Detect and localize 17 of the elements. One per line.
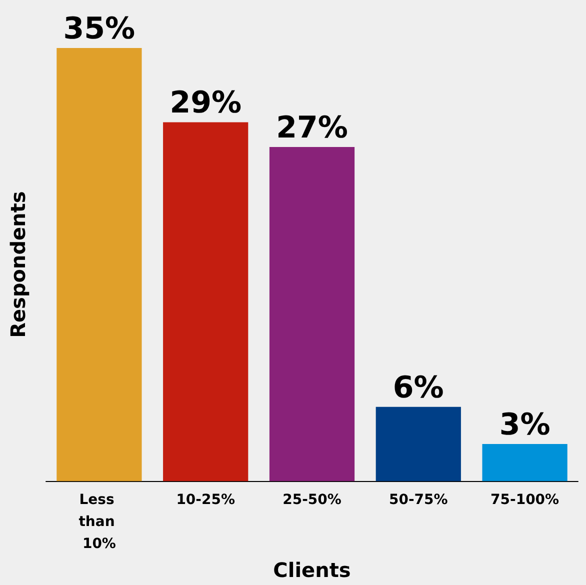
bar (163, 122, 248, 482)
bar (56, 48, 142, 482)
data-label: 27% (276, 110, 348, 146)
data-label: 29% (170, 86, 242, 121)
x-tick-label: 75-100% (490, 492, 560, 508)
x-tick-label: 25-50% (282, 492, 342, 508)
bar (482, 444, 568, 482)
x-tick-label: 50-75% (388, 492, 448, 508)
data-label: 35% (63, 12, 136, 46)
data-label: 3% (499, 407, 550, 442)
x-tick-label: 10-25% (176, 492, 236, 508)
x-axis-title: Clients (273, 558, 351, 582)
bar (376, 406, 461, 482)
data-label: 6% (392, 370, 444, 406)
bar (269, 146, 355, 482)
y-axis-title: Respondents (6, 191, 30, 338)
x-tick-label: Less than 10% (78, 492, 120, 552)
